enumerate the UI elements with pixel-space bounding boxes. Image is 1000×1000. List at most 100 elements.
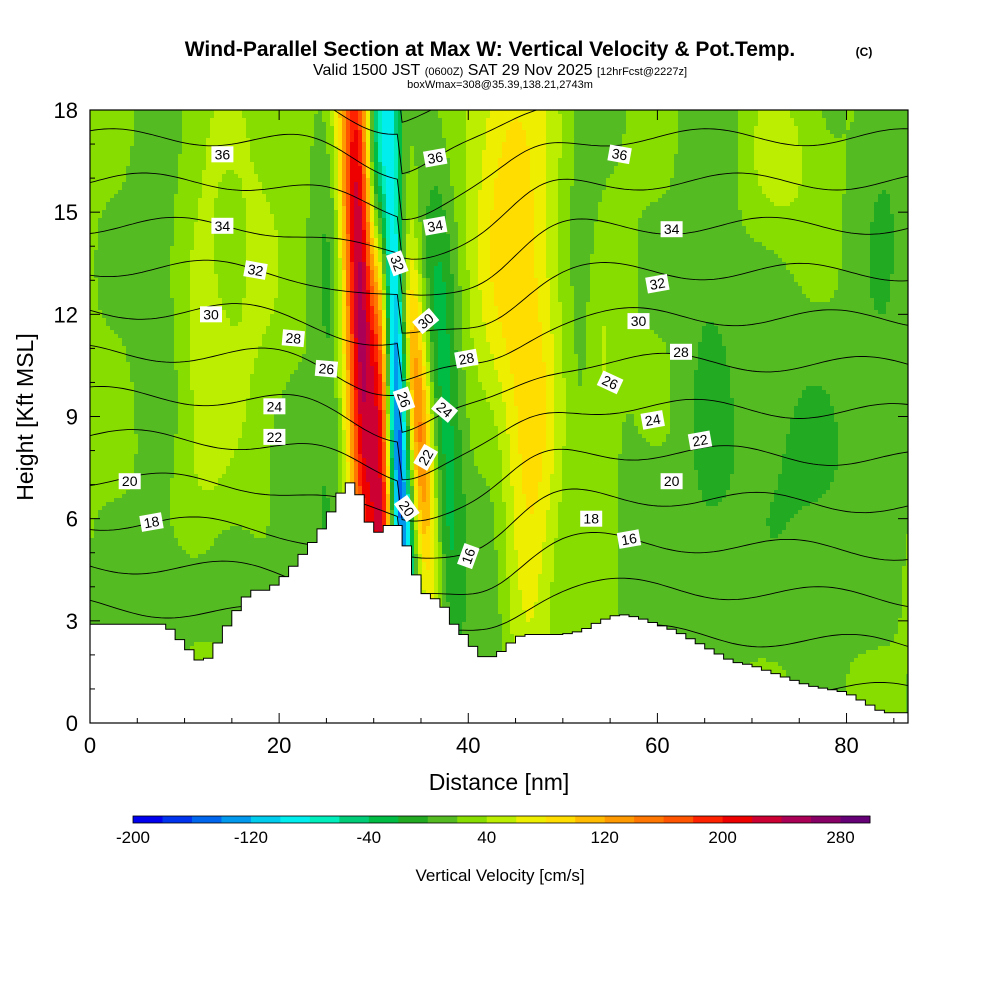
w-cell: [682, 134, 687, 139]
w-cell: [130, 202, 135, 207]
w-cell: [494, 110, 499, 115]
w-cell: [846, 202, 851, 207]
w-cell: [478, 202, 483, 207]
w-cell: [802, 162, 807, 167]
w-cell: [638, 162, 643, 167]
w-cell: [254, 166, 259, 171]
w-cell: [538, 194, 543, 199]
w-cell: [510, 138, 515, 143]
w-cell: [606, 194, 611, 199]
w-cell: [266, 118, 271, 123]
w-cell: [470, 142, 475, 147]
w-cell: [382, 166, 387, 171]
w-cell: [446, 158, 451, 163]
w-cell: [118, 158, 123, 163]
w-cell: [234, 174, 239, 179]
w-cell: [374, 170, 379, 175]
w-cell: [182, 190, 187, 195]
w-cell: [738, 194, 743, 199]
w-cell: [338, 130, 343, 135]
w-cell: [594, 146, 599, 151]
w-cell: [778, 190, 783, 195]
w-cell: [266, 206, 271, 211]
w-cell: [146, 170, 151, 175]
w-cell: [646, 170, 651, 175]
w-cell: [294, 134, 299, 139]
w-cell: [422, 114, 427, 119]
w-cell: [762, 114, 767, 119]
w-cell: [326, 194, 331, 199]
w-cell: [398, 166, 403, 171]
w-cell: [862, 158, 867, 163]
w-cell: [814, 134, 819, 139]
w-cell: [518, 150, 523, 155]
w-cell: [378, 170, 383, 175]
w-cell: [574, 182, 579, 187]
w-cell: [326, 162, 331, 167]
w-cell: [542, 126, 547, 131]
w-cell: [138, 114, 143, 119]
w-cell: [670, 134, 675, 139]
w-cell: [702, 174, 707, 179]
w-cell: [94, 170, 99, 175]
w-cell: [410, 118, 415, 123]
w-cell: [646, 126, 651, 131]
w-cell: [770, 190, 775, 195]
w-cell: [518, 202, 523, 207]
w-cell: [554, 162, 559, 167]
w-cell: [638, 146, 643, 151]
w-cell: [186, 194, 191, 199]
w-cell: [138, 158, 143, 163]
w-cell: [902, 158, 907, 163]
w-cell: [518, 118, 523, 123]
w-cell: [290, 202, 295, 207]
w-cell: [306, 178, 311, 183]
w-cell: [458, 198, 463, 203]
w-cell: [634, 194, 639, 199]
w-cell: [830, 138, 835, 143]
w-cell: [902, 186, 907, 191]
w-cell: [630, 142, 635, 147]
w-cell: [742, 194, 747, 199]
w-cell: [822, 158, 827, 163]
w-cell: [242, 198, 247, 203]
w-cell: [330, 130, 335, 135]
w-cell: [842, 154, 847, 159]
w-cell: [234, 194, 239, 199]
w-cell: [618, 130, 623, 135]
w-cell: [194, 158, 199, 163]
w-cell: [306, 130, 311, 135]
w-cell: [878, 198, 883, 203]
w-cell: [518, 122, 523, 127]
w-cell: [374, 122, 379, 127]
w-cell: [658, 190, 663, 195]
w-cell: [250, 110, 255, 115]
w-cell: [238, 114, 243, 119]
w-cell: [814, 166, 819, 171]
w-cell: [362, 182, 367, 187]
w-cell: [734, 158, 739, 163]
w-cell: [298, 122, 303, 127]
w-cell: [626, 130, 631, 135]
w-cell: [322, 146, 327, 151]
w-cell: [306, 150, 311, 155]
w-cell: [526, 166, 531, 171]
w-cell: [102, 198, 107, 203]
w-cell: [666, 130, 671, 135]
w-cell: [514, 110, 519, 115]
w-cell: [110, 202, 115, 207]
w-cell: [302, 182, 307, 187]
w-cell: [210, 134, 215, 139]
w-cell: [750, 194, 755, 199]
w-cell: [418, 198, 423, 203]
w-cell: [782, 202, 787, 207]
w-cell: [434, 118, 439, 123]
w-cell: [130, 190, 135, 195]
w-cell: [734, 126, 739, 131]
w-cell: [570, 202, 575, 207]
w-cell: [434, 182, 439, 187]
w-cell: [654, 150, 659, 155]
w-cell: [402, 126, 407, 131]
w-cell: [906, 190, 908, 195]
w-cell: [174, 122, 179, 127]
